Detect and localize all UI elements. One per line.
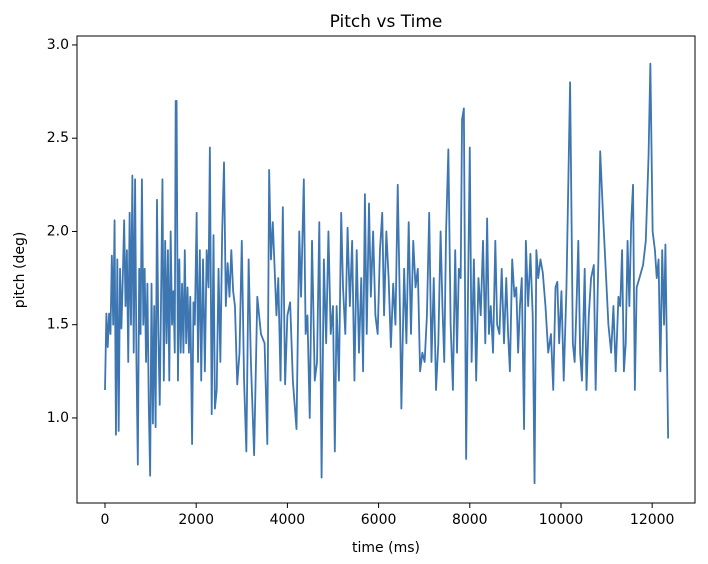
y-axis-label: pitch (deg) [12, 232, 28, 309]
chart-title: Pitch vs Time [330, 12, 443, 32]
x-tick-label: 4000 [270, 512, 306, 528]
x-tick-label: 0 [101, 512, 110, 528]
y-tick-label: 1.0 [47, 410, 69, 426]
x-tick-label: 6000 [361, 512, 397, 528]
y-tick-label: 2.0 [47, 223, 69, 239]
y-tick-label: 1.5 [47, 317, 69, 333]
x-tick-label: 12000 [630, 512, 675, 528]
x-tick-label: 10000 [539, 512, 584, 528]
y-tick-label: 2.5 [47, 130, 69, 146]
y-tick-label: 3.0 [47, 37, 69, 53]
x-tick-label: 8000 [452, 512, 488, 528]
x-tick-label: 2000 [178, 512, 214, 528]
x-axis-label: time (ms) [352, 540, 420, 556]
axes-frame [76, 35, 696, 504]
data-line [104, 62, 670, 485]
